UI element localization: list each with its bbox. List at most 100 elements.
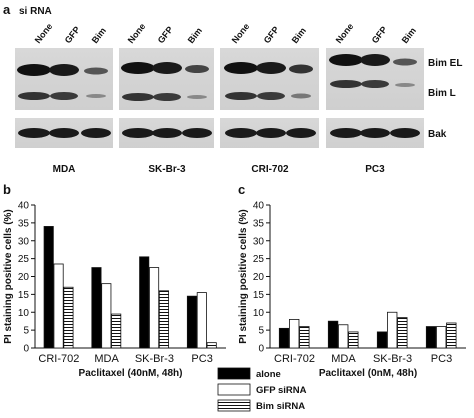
bar [186,295,197,349]
lane-label-none: None [230,21,252,45]
band-bim-el [49,64,79,76]
band-bim-l [291,93,311,99]
legend-label: alone [256,369,281,380]
band-bim-el [289,64,313,74]
x-axis-label: Paclitaxel (0nM, 48h) [319,368,417,379]
band-bim-l [153,93,181,101]
y-tick-label: 10 [18,308,30,319]
band-bim-el [329,54,363,66]
chart-b: b 0 5 10 15 20 25 30 35 40 PI staining positive ce… [3,182,226,379]
band-bim-el [360,54,390,66]
y-tick-label: 35 [18,218,30,229]
band-bim-el [224,62,258,74]
y-tick-label: 20 [18,272,30,283]
y-tick-label: 10 [253,308,265,319]
bar [43,226,54,349]
blot-group-label-skbr3: SK-Br-3 [148,164,186,175]
panel-letter: b [3,182,11,197]
y-tick-label: 25 [253,254,265,265]
band-bim-l [395,83,415,87]
bar [149,267,160,349]
y-tick-label: 15 [253,290,265,301]
bar [139,256,150,349]
legend-label: Bim siRNA [256,401,305,412]
bar [111,313,122,349]
bar [289,318,300,349]
band-bak [18,128,50,138]
chart-c: c 0 5 10 15 20 25 30 35 40 PI staining positive ce… [238,182,466,379]
band-bim-el [84,67,108,75]
y-tick-label: 25 [18,254,30,265]
bar [63,286,74,349]
band-bim-l [18,92,50,100]
lane-label-gfp: GFP [63,24,82,45]
y-tick-label: 5 [258,326,264,337]
lane-labels: None GFP Bim None GFP Bim None GFP Bim N… [33,21,418,45]
band-bak [256,128,286,138]
panel-a-title: si RNA [19,6,52,17]
blot-group-label-cri702: CRI-702 [251,164,289,175]
panel-letter: c [238,182,245,197]
bar [446,322,457,349]
bar [278,327,290,349]
bar [348,331,359,349]
band-bim-l [330,80,362,88]
band-bak [330,128,362,138]
legend-swatch [217,399,251,412]
x-tick-label: SK-Br-3 [135,353,174,365]
blot-group-label-pc3: PC3 [365,164,385,175]
band-bim-l [361,80,389,88]
lane-label-gfp: GFP [156,24,175,45]
bar [397,317,408,349]
band-bim-el [152,62,182,74]
bar [425,326,437,349]
x-tick-label: CRI-702 [38,353,79,365]
band-bak [360,128,390,138]
bar [101,283,112,349]
bak-blot [15,118,424,148]
band-bim-el [393,58,417,66]
bim-blot [15,48,424,110]
legend: alone GFP siRNA Bim siRNA [217,367,307,412]
blot-group-label-mda: MDA [53,164,76,175]
band-bak [286,128,316,138]
legend-swatch [217,383,251,396]
band-bim-el [121,62,155,74]
band-label-bim-l: Bim L [428,88,456,99]
bar [196,292,207,349]
band-bim-el [185,65,209,73]
legend-label: GFP siRNA [256,385,307,396]
bar [158,290,169,349]
band-label-bak: Bak [428,129,447,140]
y-tick-label: 30 [18,236,30,247]
lane-label-none: None [334,21,356,45]
band-bim-el [17,64,51,76]
lane-label-gfp: GFP [370,24,389,45]
lane-label-bim: Bim [400,26,418,46]
band-bim-l [86,94,106,98]
lane-label-none: None [33,21,55,45]
x-tick-label: PC3 [431,353,452,365]
legend-swatch [217,367,251,380]
bar [338,324,349,349]
band-bim-l [50,92,78,100]
lane-label-bim: Bim [186,26,204,46]
lane-label-bim: Bim [90,26,108,46]
bar [91,267,102,349]
band-bak [225,128,257,138]
x-tick-label: PC3 [191,353,212,365]
bar [387,311,398,349]
band-bim-el [256,62,286,74]
bar [376,331,388,349]
panel-a: a si RNA None GFP Bim None GFP Bim None … [3,2,462,175]
panel-a-letter: a [3,2,11,17]
x-tick-label: CRI-702 [274,353,315,365]
lane-label-none: None [126,21,148,45]
bar [299,326,310,349]
blot-strip-mda [15,48,113,110]
band-bak [81,128,111,138]
x-tick-label: SK-Br-3 [373,353,412,365]
y-tick-label: 5 [23,326,29,337]
